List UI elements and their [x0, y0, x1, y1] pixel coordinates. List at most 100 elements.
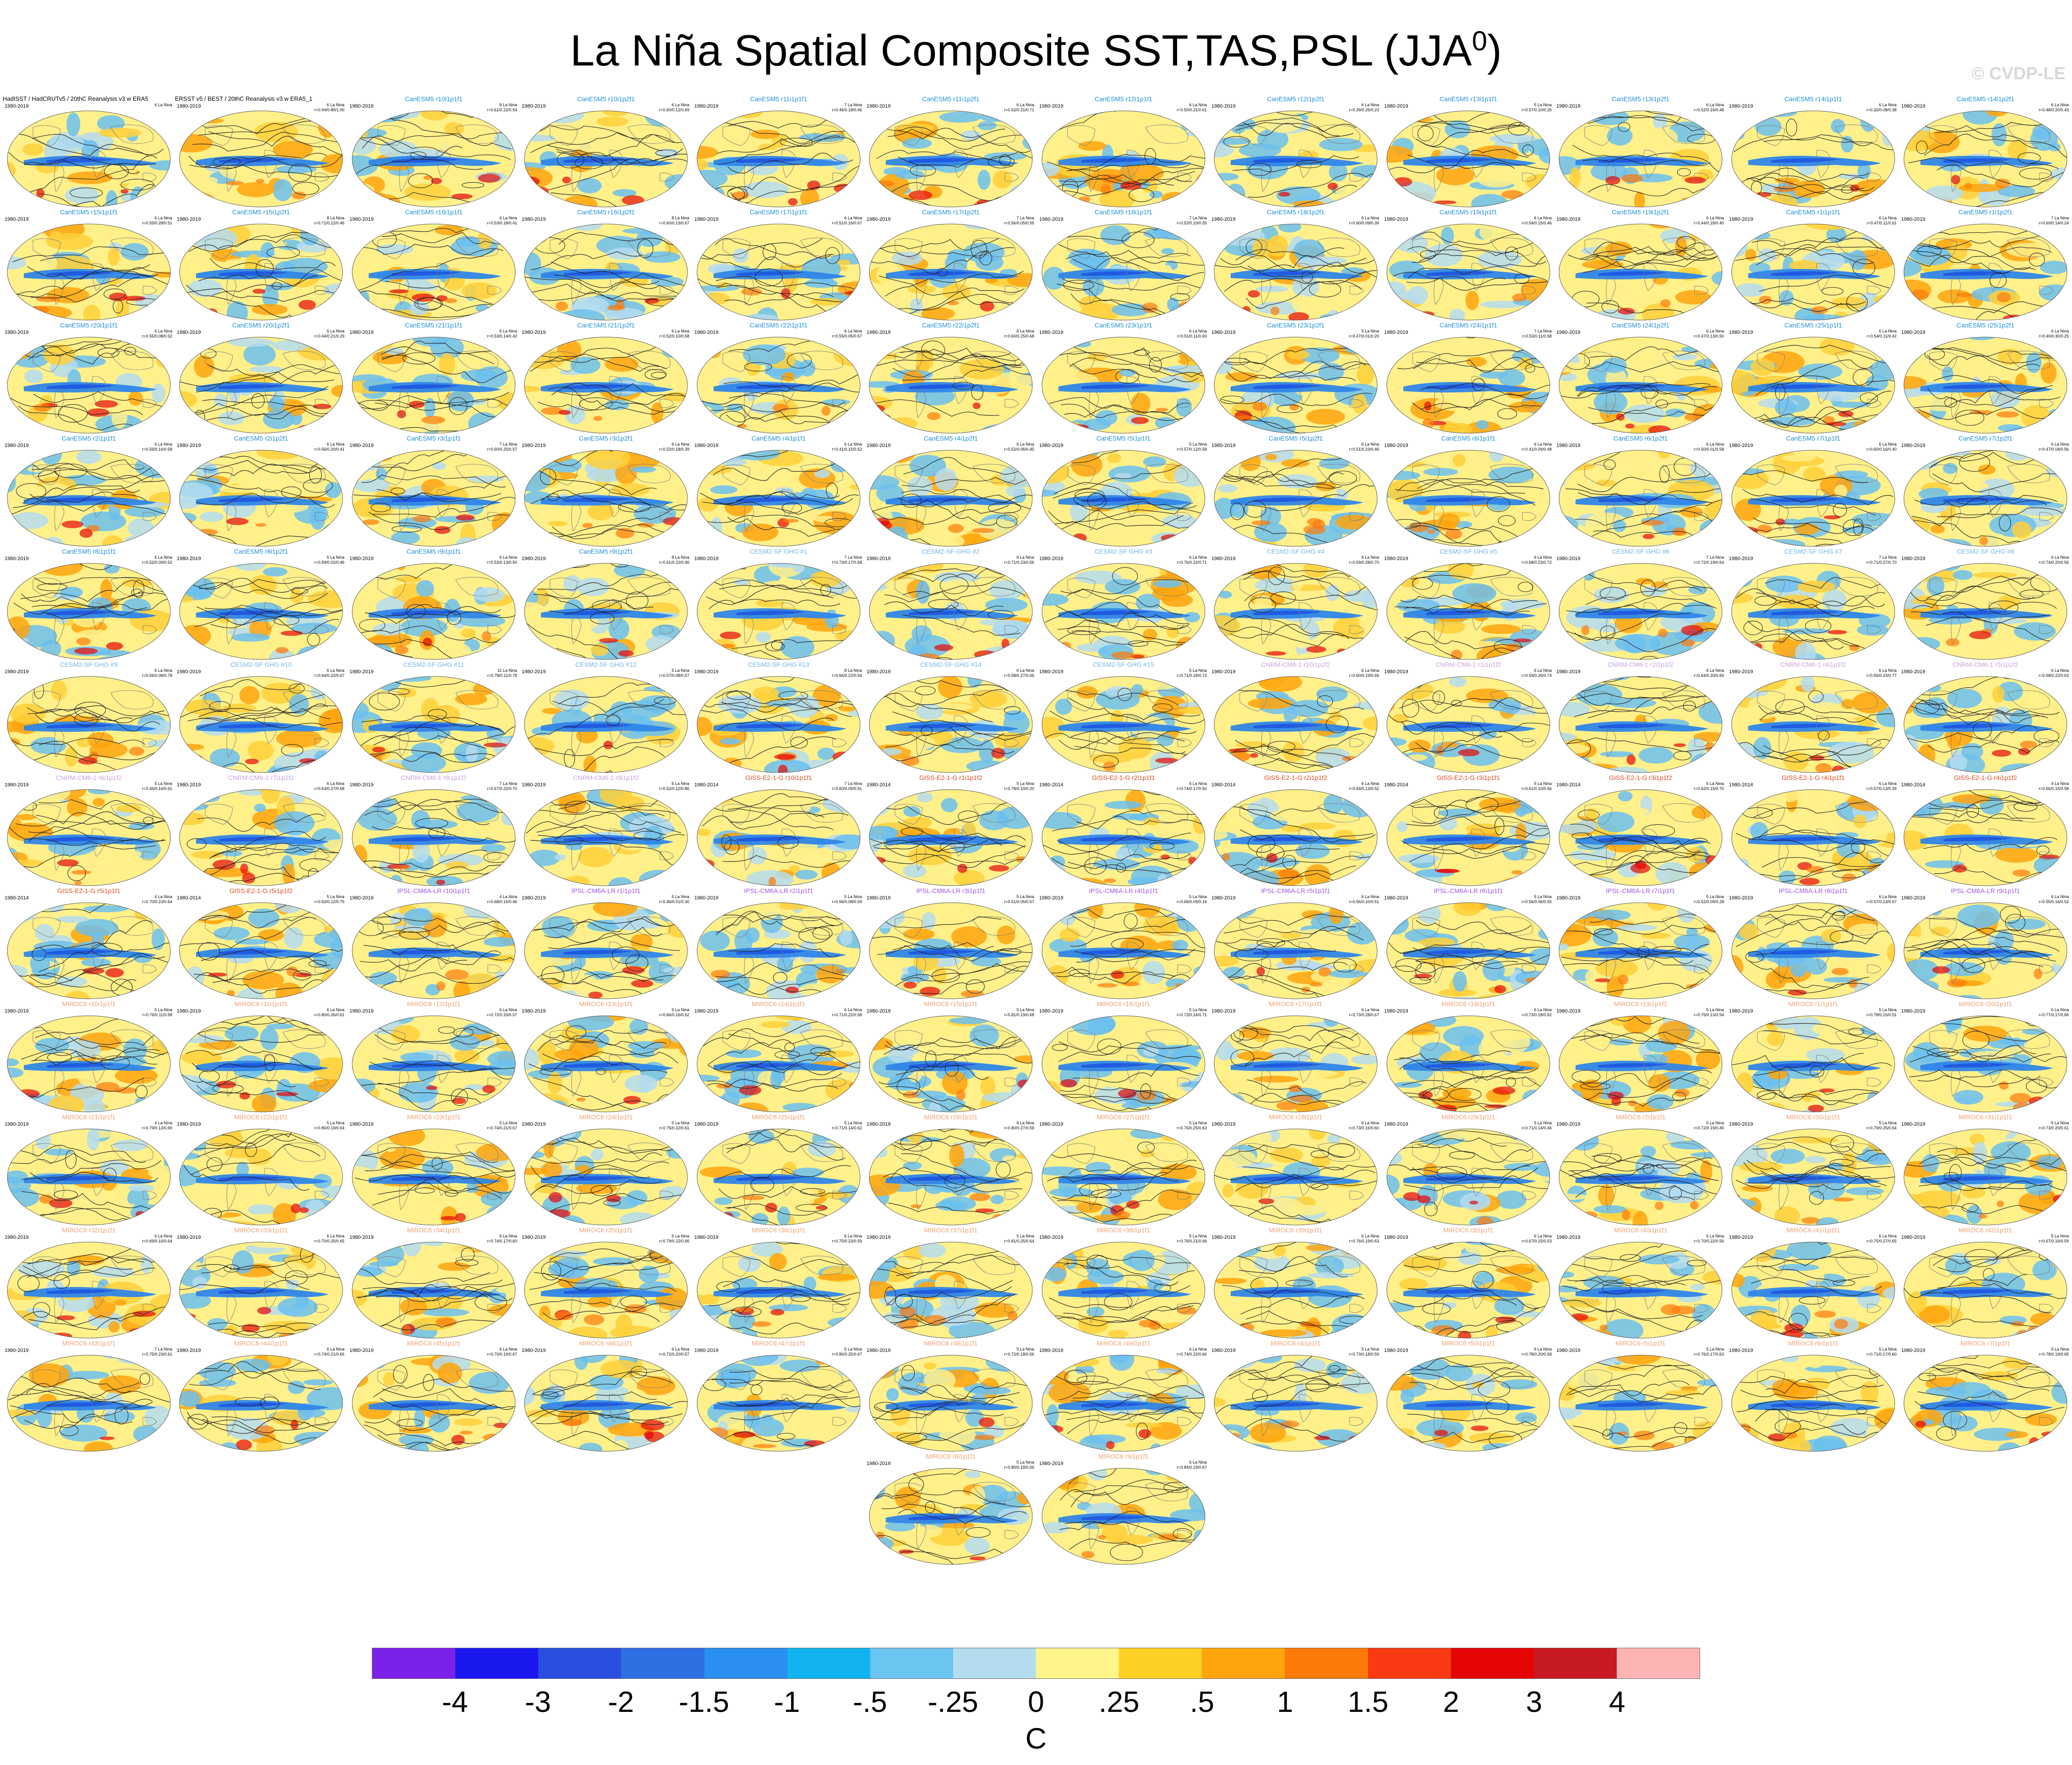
panel-stats: 5 La Nina r=0.80/0.19/0.64 — [314, 1121, 344, 1130]
composite-panel: CanESM5 r8i1p2f1 1980-2019 6 La Nina r=0.5… — [175, 548, 347, 662]
panel-years: 1980-2019 — [522, 1122, 546, 1127]
panel-stats: 7 La Nina r=0.75/0.23/0.61 — [142, 1347, 172, 1356]
composite-panel: IPSL-CM6A-LR r5i1p1f1 1980-2019 6 La Nina … — [1210, 887, 1382, 1002]
robinson-map — [352, 789, 516, 886]
colorbar-tick-label: -3 — [525, 1685, 551, 1718]
panel-title: CESM2-SF GHG #6 — [1611, 548, 1670, 555]
robinson-map — [7, 1242, 171, 1339]
composite-panel: GISS-E2-1-G r4i1p1f1 1980-2014 6 La Nina r… — [1727, 774, 1899, 888]
panel-title: CNRM-CM6-1 r1i1p1f2 — [1435, 661, 1501, 668]
composite-panel: MIROC6 r40i1p1f1 1980-2019 6 La Nina r=0.7… — [1554, 1226, 1727, 1341]
panel-map — [178, 1127, 344, 1227]
panel-title: CanESM5 r9i1p2f1 — [578, 548, 633, 555]
composite-panel: MIROC6 r10i1p1f1 1980-2019 5 La Nina r=0.7… — [3, 1000, 175, 1115]
panel-stats: 6 La Nina r=0.59/0.26/0.74 — [1521, 668, 1552, 678]
panel-stats: 5 La Nina r=0.56/0.08/0.59 — [832, 894, 862, 904]
robinson-map — [7, 110, 171, 207]
robinson-map — [697, 789, 861, 886]
panel-years: 1980-2019 — [349, 1122, 374, 1127]
panel-years: 1980-2019 — [177, 443, 201, 448]
colorbar-box — [1616, 1648, 1700, 1678]
panel-map — [523, 561, 689, 661]
panel-years: 1980-2019 — [5, 217, 29, 222]
panel-stats: 5 La Nina r=0.76/0.17/0.63 — [1694, 1347, 1724, 1356]
composite-panel: MIROC6 r17i1p1f1 1980-2019 6 La Nina r=0.7… — [1210, 1000, 1382, 1115]
panel-map — [1212, 675, 1379, 774]
panel-stats: 7 La Nina r=0.73/0.17/0.58 — [832, 555, 862, 565]
panel-map — [695, 1127, 862, 1227]
panel-stats: 5 La Nina r=0.73/0.18/0.59 — [1349, 1347, 1379, 1356]
panel-title: CanESM5 r14i1p1f1 — [1784, 95, 1843, 103]
panel-stats: 6 La Nina r=0.72/0.20/0.57 — [659, 1347, 689, 1356]
panel-stats: 6 La Nina r=0.55/0.28/0.51 — [142, 216, 172, 225]
panel-years: 1980-2019 — [1039, 895, 1063, 901]
panel-years: 1980-2019 — [1384, 1008, 1408, 1014]
panel-years: 1980-2019 — [1384, 669, 1408, 675]
panel-map — [5, 1240, 172, 1340]
robinson-map — [697, 1128, 861, 1226]
robinson-map — [524, 676, 688, 773]
panel-title: CESM2-SF GHG #12 — [575, 661, 637, 668]
robinson-map — [179, 676, 343, 773]
panel-years: 1980-2019 — [177, 1008, 201, 1014]
panel-years: 1980-2019 — [694, 1122, 719, 1127]
panel-years: 1980-2019 — [1729, 1008, 1753, 1014]
panel-stats: 6 La Nina r=0.73/0.16/0.60 — [1349, 1121, 1379, 1130]
panel-title: CanESM5 r22i1p1f1 — [749, 321, 808, 329]
panel-map — [5, 788, 172, 888]
panel-years: 1980-2019 — [177, 1235, 201, 1240]
panel-title: IPSL-CM6A-LR r5i1p1f1 — [1261, 887, 1330, 894]
panel-title: MIROC6 r1i1p1f1 — [1788, 1000, 1838, 1008]
panel-title: CanESM5 r2i1p1f1 — [61, 435, 116, 442]
panel-title: GISS-E2-1-G r3i1p1f2 — [1609, 774, 1672, 781]
panel-years: 1980-2019 — [177, 217, 201, 222]
panel-title: CESM2-SF GHG #15 — [1093, 661, 1154, 668]
panel-title: IPSL-CM6A-LR r4i1p1f1 — [1089, 887, 1158, 894]
panel-title: CanESM5 r3i1p1f1 — [406, 435, 461, 442]
robinson-map — [7, 1015, 171, 1112]
robinson-map — [1386, 337, 1550, 434]
panel-title: MIROC6 r41i1p1f1 — [1786, 1226, 1840, 1234]
composite-panel: MIROC6 r32i1p1f1 1980-2019 6 La Nina r=0.6… — [3, 1226, 175, 1341]
panel-map — [1902, 335, 2069, 435]
composite-panel: CanESM5 r23i1p2f1 1980-2019 5 La Nina r=0.… — [1210, 321, 1382, 436]
composite-panel: CNRM-CM6-1 r8i1p1f2 1980-2019 7 La Nina r=… — [348, 774, 520, 888]
composite-panel: MIROC6 r37i1p1f1 1980-2019 5 La Nina r=0.8… — [865, 1226, 1037, 1341]
robinson-map — [697, 1242, 861, 1339]
panel-stats: 5 La Nina r=0.47/0.01/0.20 — [1349, 329, 1379, 338]
panel-title: MIROC6 r34i1p1f1 — [407, 1226, 461, 1234]
panel-map — [867, 561, 1034, 661]
panel-stats: 5 La Nina r=0.80/0.25/0.67 — [832, 1347, 862, 1356]
composite-panel: MIROC6 r14i1p1f1 1980-2019 6 La Nina r=0.7… — [692, 1000, 865, 1115]
panel-title: CESM2-SF GHG #2 — [921, 548, 980, 555]
composite-panel: CanESM5 r20i1p1f1 1980-2019 6 La Nina r=0.… — [3, 321, 175, 436]
composite-panel: CESM2-SF GHG #10 1980-2019 6 La Nina r=0.6… — [175, 661, 347, 775]
composite-panel: MIROC6 r27i1p1f1 1980-2019 5 La Nina r=0.7… — [1037, 1113, 1210, 1228]
panel-title: GISS-E2-1-G r4i1p1f2 — [1954, 774, 2017, 781]
panel-years: 1980-2019 — [1556, 1348, 1581, 1353]
robinson-map — [869, 110, 1033, 207]
robinson-map — [1041, 1355, 1205, 1452]
robinson-map — [1214, 223, 1378, 321]
panel-title: CanESM5 r4i1p1f1 — [751, 435, 806, 442]
composite-panel: CanESM5 r24i1p1f1 1980-2019 7 La Nina r=0.… — [1382, 321, 1554, 436]
panel-map — [1040, 1240, 1207, 1340]
composite-panel: MIROC6 r1i1p1f1 1980-2019 5 La Nina r=0.78… — [1727, 1000, 1899, 1115]
robinson-map — [697, 450, 861, 547]
panel-title: GISS-E2-1-G r10i1p1f1 — [745, 774, 812, 781]
composite-panel: CNRM-CM6-1 r9i1p1f2 1980-2019 6 La Nina r=… — [520, 774, 692, 888]
panel-title: CanESM5 r1i1p1f1 — [1786, 208, 1841, 216]
panel-title: CanESM5 r15i1p1f1 — [60, 208, 118, 216]
composite-panel: CanESM5 r5i1p2f1 1980-2019 6 La Nina r=0.5… — [1210, 435, 1382, 549]
panel-map — [1040, 335, 1207, 435]
panel-map — [350, 1014, 517, 1114]
composite-panel: CanESM5 r9i1p2f1 1980-2019 8 La Nina r=0.6… — [520, 548, 692, 662]
composite-panel: MIROC6 r45i1p1f1 1980-2019 6 La Nina r=0.7… — [348, 1340, 520, 1454]
robinson-map — [179, 110, 343, 207]
panel-years: 1980-2019 — [694, 104, 719, 109]
panel-map — [1212, 1014, 1379, 1114]
colorbar-box — [1533, 1648, 1617, 1678]
panel-title: CanESM5 r24i1p2f1 — [1611, 321, 1670, 329]
panel-title: MIROC6 r30i1p1f1 — [1786, 1113, 1840, 1121]
panel-map — [695, 788, 862, 888]
